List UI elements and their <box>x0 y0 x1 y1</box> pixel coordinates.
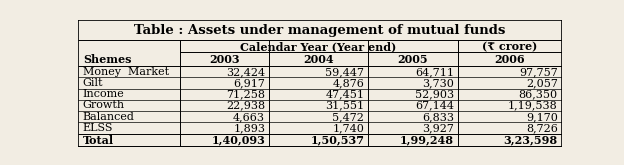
Text: 71,258: 71,258 <box>226 89 265 99</box>
Text: 64,711: 64,711 <box>415 67 454 77</box>
Text: 59,447: 59,447 <box>325 67 364 77</box>
Text: 6,917: 6,917 <box>233 78 265 88</box>
Text: 1,50,537: 1,50,537 <box>310 135 364 146</box>
Text: 1,99,248: 1,99,248 <box>400 135 454 146</box>
Text: 8,726: 8,726 <box>526 123 558 133</box>
Text: 3,927: 3,927 <box>422 123 454 133</box>
Text: 5,472: 5,472 <box>333 112 364 122</box>
Text: 97,757: 97,757 <box>519 67 558 77</box>
Text: 67,144: 67,144 <box>415 100 454 111</box>
Text: Money  Market: Money Market <box>83 67 169 77</box>
Text: 1,893: 1,893 <box>233 123 265 133</box>
Text: 9,170: 9,170 <box>526 112 558 122</box>
Text: 2004: 2004 <box>303 54 334 65</box>
Text: Balanced: Balanced <box>83 112 135 122</box>
Text: (₹ crore): (₹ crore) <box>482 41 537 52</box>
Text: 1,40,093: 1,40,093 <box>212 135 265 146</box>
Text: 1,740: 1,740 <box>333 123 364 133</box>
Text: Total: Total <box>83 135 114 146</box>
Text: Income: Income <box>83 89 125 99</box>
Text: ELSS: ELSS <box>83 123 114 133</box>
Text: Gilt: Gilt <box>83 78 104 88</box>
Text: 47,451: 47,451 <box>325 89 364 99</box>
Text: 86,350: 86,350 <box>519 89 558 99</box>
Text: Shemes: Shemes <box>83 54 131 65</box>
Text: 6,833: 6,833 <box>422 112 454 122</box>
Text: 3,730: 3,730 <box>422 78 454 88</box>
Text: Table : Assets under management of mutual funds: Table : Assets under management of mutua… <box>134 24 505 37</box>
Text: Growth: Growth <box>83 100 125 111</box>
Text: 31,551: 31,551 <box>325 100 364 111</box>
Text: 4,876: 4,876 <box>333 78 364 88</box>
Text: 52,903: 52,903 <box>414 89 454 99</box>
Text: 32,424: 32,424 <box>226 67 265 77</box>
Text: 3,23,598: 3,23,598 <box>504 135 558 146</box>
Text: 2003: 2003 <box>209 54 240 65</box>
Text: 1,19,538: 1,19,538 <box>508 100 558 111</box>
Text: 2,057: 2,057 <box>526 78 558 88</box>
Text: 4,663: 4,663 <box>233 112 265 122</box>
Text: 2006: 2006 <box>494 54 525 65</box>
Text: Calendar Year (Year end): Calendar Year (Year end) <box>240 41 397 52</box>
Text: 22,938: 22,938 <box>226 100 265 111</box>
Text: 2005: 2005 <box>397 54 428 65</box>
